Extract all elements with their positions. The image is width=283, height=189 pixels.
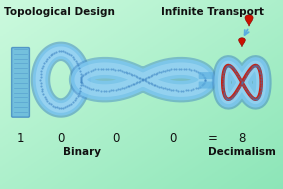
Text: 8: 8 (238, 132, 246, 145)
Text: 0: 0 (57, 132, 65, 145)
FancyBboxPatch shape (199, 72, 213, 79)
Text: =: = (207, 132, 217, 145)
Text: 0: 0 (169, 132, 176, 145)
FancyBboxPatch shape (12, 47, 29, 117)
FancyBboxPatch shape (199, 81, 213, 89)
Text: Infinite Transport: Infinite Transport (161, 7, 264, 17)
Text: 0: 0 (112, 132, 120, 145)
Text: Binary: Binary (63, 147, 101, 157)
Text: Decimalism: Decimalism (208, 147, 276, 157)
Polygon shape (245, 15, 253, 26)
Text: 1: 1 (17, 132, 24, 145)
Text: Topological Design: Topological Design (4, 7, 115, 17)
Polygon shape (239, 38, 245, 47)
